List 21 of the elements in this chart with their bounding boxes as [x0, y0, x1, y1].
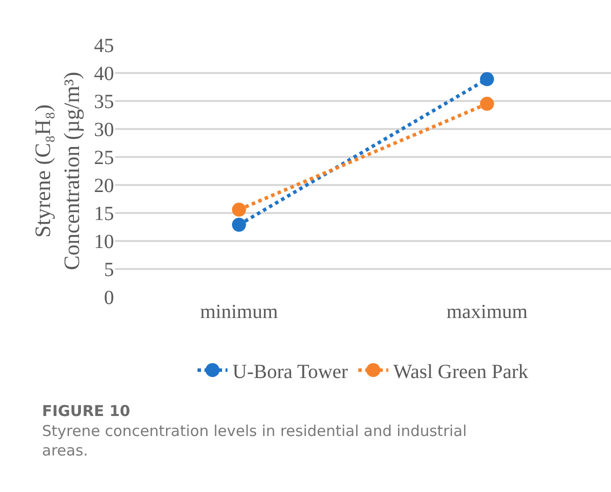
y-axis-title: Styrene (C₈H₈) Concentration (µg/m³) — [30, 72, 84, 270]
caption: FIGURE 10 — [42, 402, 130, 420]
y-tick-label: 0 — [104, 287, 114, 309]
text: Styrene concentration levels in residential and industrial areas. — [42, 422, 467, 460]
y-tick-label: 5 — [104, 259, 114, 281]
point — [232, 218, 246, 232]
x-tick-label: maximum — [446, 301, 528, 323]
point — [480, 72, 494, 86]
y-tick-label: 15 — [94, 203, 114, 225]
y-tick-label: 20 — [94, 175, 114, 197]
point — [232, 202, 246, 217]
y-tick-label: 25 — [94, 147, 114, 169]
legend-label: U-Bora Tower — [232, 360, 348, 383]
y-tick-label: 10 — [94, 231, 114, 253]
y-tick-label: 45 — [94, 35, 114, 57]
y-tick-label: 30 — [94, 119, 114, 141]
y-tick-label: 35 — [94, 91, 114, 113]
legend-label: Wasl Green Park — [393, 360, 528, 383]
point — [480, 96, 494, 111]
y-tick-label: 40 — [94, 63, 114, 85]
x-tick-label: minimum — [200, 301, 278, 323]
